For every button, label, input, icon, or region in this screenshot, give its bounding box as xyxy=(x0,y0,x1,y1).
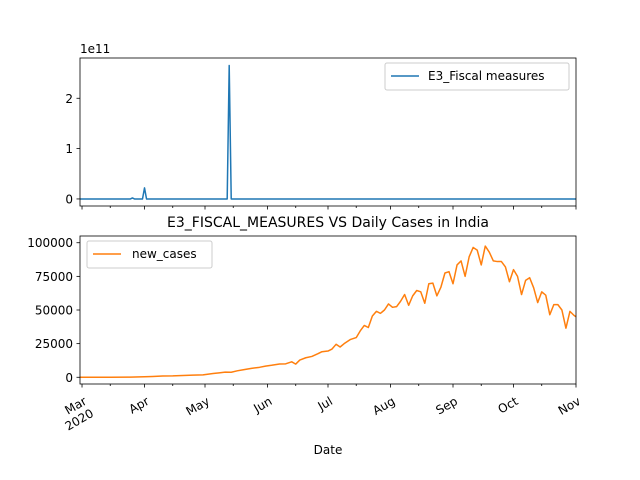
bottom-y-tick-label: 25000 xyxy=(35,337,73,351)
bottom-legend-label: new_cases xyxy=(132,247,197,261)
bottom-y-ticks: 0 25000 50000 75000 100000 xyxy=(27,236,80,385)
top-y-tick-label: 2 xyxy=(65,92,73,106)
bottom-y-tick-label: 50000 xyxy=(35,304,73,318)
bottom-y-tick-label: 100000 xyxy=(27,236,73,250)
bottom-series-layer xyxy=(79,245,577,379)
top-legend-box xyxy=(384,62,570,91)
bottom-series-line-0 xyxy=(79,245,577,379)
bottom-axes-frame xyxy=(79,235,577,385)
x-tick-label-line: Jul xyxy=(315,394,335,414)
top-subplot: 0 1 2 1e11 E3_Fiscal measures xyxy=(65,42,577,210)
top-series-layer xyxy=(80,64,576,200)
bottom-y-tick-label: 75000 xyxy=(35,270,73,284)
top-axes-frame xyxy=(79,57,577,207)
top-y-tick-label: 0 xyxy=(65,192,73,206)
top-legend-label: E3_Fiscal measures xyxy=(428,69,545,83)
top-x-ticks xyxy=(81,206,577,210)
top-y-ticks: 0 1 2 xyxy=(65,92,80,206)
top-y-scale-label: 1e11 xyxy=(80,42,110,56)
top-legend: E3_Fiscal measures xyxy=(384,62,570,91)
chart-title: E3_FISCAL_MEASURES VS Daily Cases in Ind… xyxy=(167,215,489,231)
x-tick-label: Jul xyxy=(315,394,335,414)
bottom-legend-box xyxy=(86,240,213,269)
bottom-legend: new_cases xyxy=(86,240,213,269)
top-series-line-0 xyxy=(80,64,576,200)
top-y-tick-label: 1 xyxy=(65,142,73,156)
x-axis-label: Date xyxy=(314,443,343,457)
bottom-y-tick-label: 0 xyxy=(65,371,73,385)
